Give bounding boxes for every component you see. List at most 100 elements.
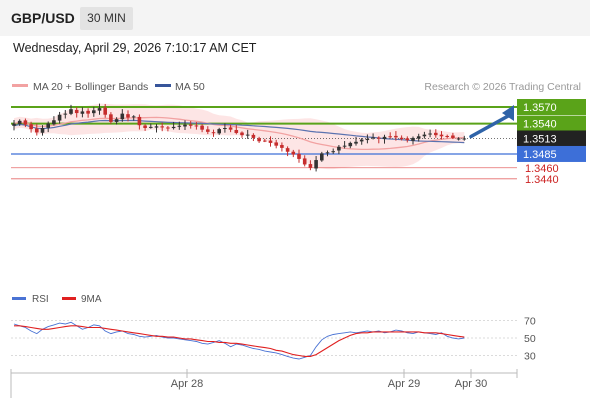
ma50-legend-label: MA 50	[175, 81, 205, 93]
candle-body	[86, 110, 90, 114]
ma20-legend-swatch	[12, 84, 28, 87]
candle-body	[331, 151, 335, 153]
ma50-legend-swatch	[155, 84, 171, 87]
candle-body	[35, 128, 39, 133]
x-axis	[10, 369, 518, 398]
resistance-label-1.3570: 1.3570	[523, 102, 557, 114]
candle-body	[359, 139, 364, 142]
resistance-label-box-1.3540	[517, 115, 586, 132]
ma9-legend-swatch	[62, 297, 76, 300]
copyright-label: Research © 2026 Trading Central	[424, 81, 581, 93]
candle-body	[234, 129, 239, 133]
x-tick-labels: Apr 28 Apr 29 Apr 30	[171, 369, 487, 390]
ma20-line	[13, 116, 465, 151]
projection-arrow-shaft	[469, 113, 512, 139]
resistance-label-1.3540: 1.3540	[523, 119, 557, 131]
candle-body	[371, 137, 375, 139]
candle-body	[377, 137, 381, 139]
candle-body	[40, 127, 45, 133]
rsi-ma-line	[14, 325, 465, 357]
candle-body	[137, 116, 142, 126]
candle-body	[382, 136, 387, 140]
price-levels	[11, 106, 517, 180]
candle-body	[394, 135, 398, 138]
candle-body	[320, 153, 324, 161]
rsi-tick-label-30: 30	[524, 351, 536, 363]
candle-body	[280, 145, 284, 148]
candle-body	[365, 139, 370, 141]
candle-body	[194, 125, 199, 127]
timeframe-button[interactable]: 30 MIN	[80, 7, 133, 30]
chart-legend: MA 20 + Bollinger Bands MA 50 Research ©…	[12, 81, 581, 93]
candles	[12, 103, 467, 172]
candle-body	[445, 135, 449, 137]
candle-body	[211, 132, 216, 134]
candle-body	[97, 108, 102, 111]
rsi-legend-swatch	[12, 297, 26, 300]
candle-body	[171, 126, 176, 129]
candle-body	[80, 111, 85, 114]
last-price-label-box	[517, 130, 586, 147]
ma9-legend-label: 9MA	[81, 294, 102, 305]
candle-body	[109, 114, 113, 122]
candle-body	[183, 124, 187, 127]
candle-body	[337, 146, 341, 151]
candle-body	[29, 124, 33, 130]
candle-body	[451, 135, 455, 138]
candle-body	[342, 145, 347, 147]
x-tick-label-Apr 30: Apr 30	[455, 378, 487, 390]
candle-body	[177, 125, 182, 127]
candle-body	[251, 134, 256, 138]
candle-body	[166, 127, 170, 129]
candle-body	[285, 148, 290, 152]
support-label-box-1.3485	[517, 145, 586, 162]
candle-body	[422, 134, 427, 137]
candle-body	[245, 134, 250, 136]
candle-body	[131, 116, 136, 118]
candle-body	[154, 126, 159, 128]
candle-body	[217, 129, 221, 134]
candle-body	[462, 138, 467, 140]
x-tick-label-Apr 29: Apr 29	[388, 378, 420, 390]
candle-body	[103, 107, 107, 115]
resistance-label-box-1.3570	[517, 99, 586, 115]
candle-body	[149, 126, 153, 128]
ma20-legend-label: MA 20 + Bollinger Bands	[33, 81, 148, 93]
candle-body	[274, 142, 278, 146]
candle-body	[268, 140, 273, 143]
candle-body	[69, 109, 73, 114]
candle-body	[325, 152, 330, 154]
x-tick-label-Apr 28: Apr 28	[171, 378, 203, 390]
last-price-label: 1.3513	[523, 133, 557, 145]
candle-body	[200, 125, 204, 130]
datetime-label: Wednesday, April 29, 2026 7:10:17 AM CET	[13, 41, 257, 55]
rsi-grid: 70 50 30	[11, 316, 536, 363]
candle-body	[439, 134, 444, 137]
rsi-tick-label-50: 50	[524, 333, 536, 345]
candle-body	[188, 124, 193, 126]
projection-arrow	[469, 105, 514, 139]
rsi-lines	[13, 321, 465, 360]
candle-body	[354, 141, 358, 144]
candle-body	[114, 119, 119, 122]
chart-header: GBP/USD 30 MIN	[0, 0, 590, 36]
candle-body	[257, 138, 261, 142]
rsi-line	[13, 321, 465, 360]
candle-body	[120, 113, 125, 120]
candle-body	[206, 129, 210, 132]
candle-body	[126, 114, 130, 118]
candle-body	[314, 160, 318, 169]
candle-body	[57, 114, 62, 121]
symbol-title: GBP/USD	[11, 10, 75, 26]
candle-body	[17, 120, 22, 124]
rsi-tick-label-70: 70	[524, 316, 536, 328]
candle-body	[46, 123, 50, 128]
ma50-line	[13, 119, 465, 144]
candle-body	[23, 120, 28, 125]
target-label-1.3460: 1.3460	[525, 163, 559, 175]
candle-body	[388, 136, 392, 138]
candle-body	[160, 126, 164, 128]
candle-body	[263, 140, 267, 142]
